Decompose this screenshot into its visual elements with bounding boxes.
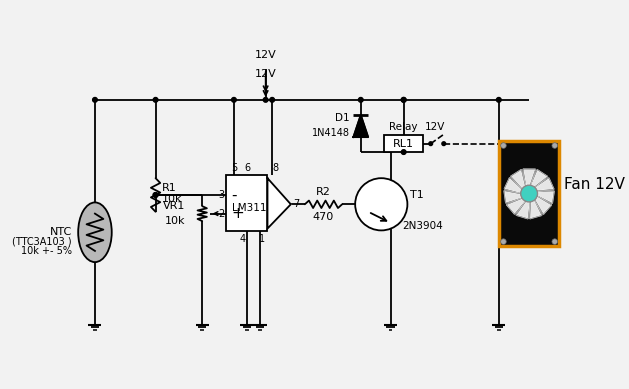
Circle shape (501, 143, 506, 148)
Text: 6: 6 (244, 163, 250, 173)
Text: Fan 12V: Fan 12V (564, 177, 625, 192)
Text: 12V: 12V (425, 123, 445, 133)
Circle shape (501, 239, 506, 244)
Circle shape (521, 185, 538, 202)
Polygon shape (504, 178, 522, 193)
Circle shape (552, 239, 557, 244)
Polygon shape (353, 115, 368, 137)
Polygon shape (530, 200, 542, 219)
Circle shape (401, 98, 406, 102)
Circle shape (401, 150, 406, 154)
Circle shape (442, 142, 445, 145)
Circle shape (429, 142, 433, 145)
Circle shape (401, 98, 406, 102)
Text: 470: 470 (313, 212, 334, 222)
Text: 10k +- 5%: 10k +- 5% (21, 245, 72, 256)
Text: VR1: VR1 (163, 201, 186, 211)
Polygon shape (537, 191, 554, 203)
Polygon shape (523, 169, 535, 186)
Polygon shape (535, 196, 552, 214)
Text: 1: 1 (259, 234, 265, 244)
Text: 10k: 10k (165, 216, 186, 226)
Text: 12V: 12V (255, 50, 277, 60)
Text: 7: 7 (294, 199, 300, 209)
Text: 2: 2 (218, 209, 225, 219)
Text: LM311: LM311 (231, 203, 266, 213)
Circle shape (231, 98, 237, 102)
Circle shape (359, 98, 363, 102)
Circle shape (92, 98, 97, 102)
Text: 12V: 12V (255, 69, 277, 79)
Text: -: - (231, 187, 237, 202)
Polygon shape (535, 178, 554, 191)
Circle shape (153, 193, 158, 197)
Circle shape (270, 98, 274, 102)
Ellipse shape (78, 202, 112, 262)
Text: T1: T1 (410, 190, 424, 200)
Circle shape (496, 98, 501, 102)
Polygon shape (511, 170, 525, 189)
Bar (384, 135, 423, 152)
Bar (226, 175, 267, 231)
Polygon shape (516, 202, 530, 219)
Text: RL1: RL1 (393, 138, 414, 149)
Polygon shape (267, 178, 291, 229)
Text: 10k: 10k (162, 194, 182, 204)
Polygon shape (506, 198, 525, 214)
Text: D1: D1 (335, 114, 350, 123)
Circle shape (153, 193, 158, 197)
Text: (TTC3A103 ): (TTC3A103 ) (12, 236, 72, 246)
Circle shape (264, 98, 268, 102)
Bar (499, 141, 559, 246)
Text: +: + (231, 206, 244, 221)
Polygon shape (504, 191, 522, 203)
Circle shape (355, 178, 408, 230)
Polygon shape (531, 170, 548, 187)
Text: 1N4148: 1N4148 (311, 128, 350, 138)
Circle shape (153, 98, 158, 102)
Text: 8: 8 (272, 163, 278, 173)
Text: NTC: NTC (50, 227, 72, 237)
Text: Relay: Relay (389, 123, 418, 133)
Circle shape (552, 143, 557, 148)
Text: 3: 3 (218, 190, 225, 200)
Text: 4: 4 (239, 234, 245, 244)
Text: 5: 5 (231, 163, 237, 173)
Text: R1: R1 (162, 182, 177, 193)
Text: R2: R2 (316, 187, 331, 197)
Text: 2N3904: 2N3904 (403, 221, 443, 231)
